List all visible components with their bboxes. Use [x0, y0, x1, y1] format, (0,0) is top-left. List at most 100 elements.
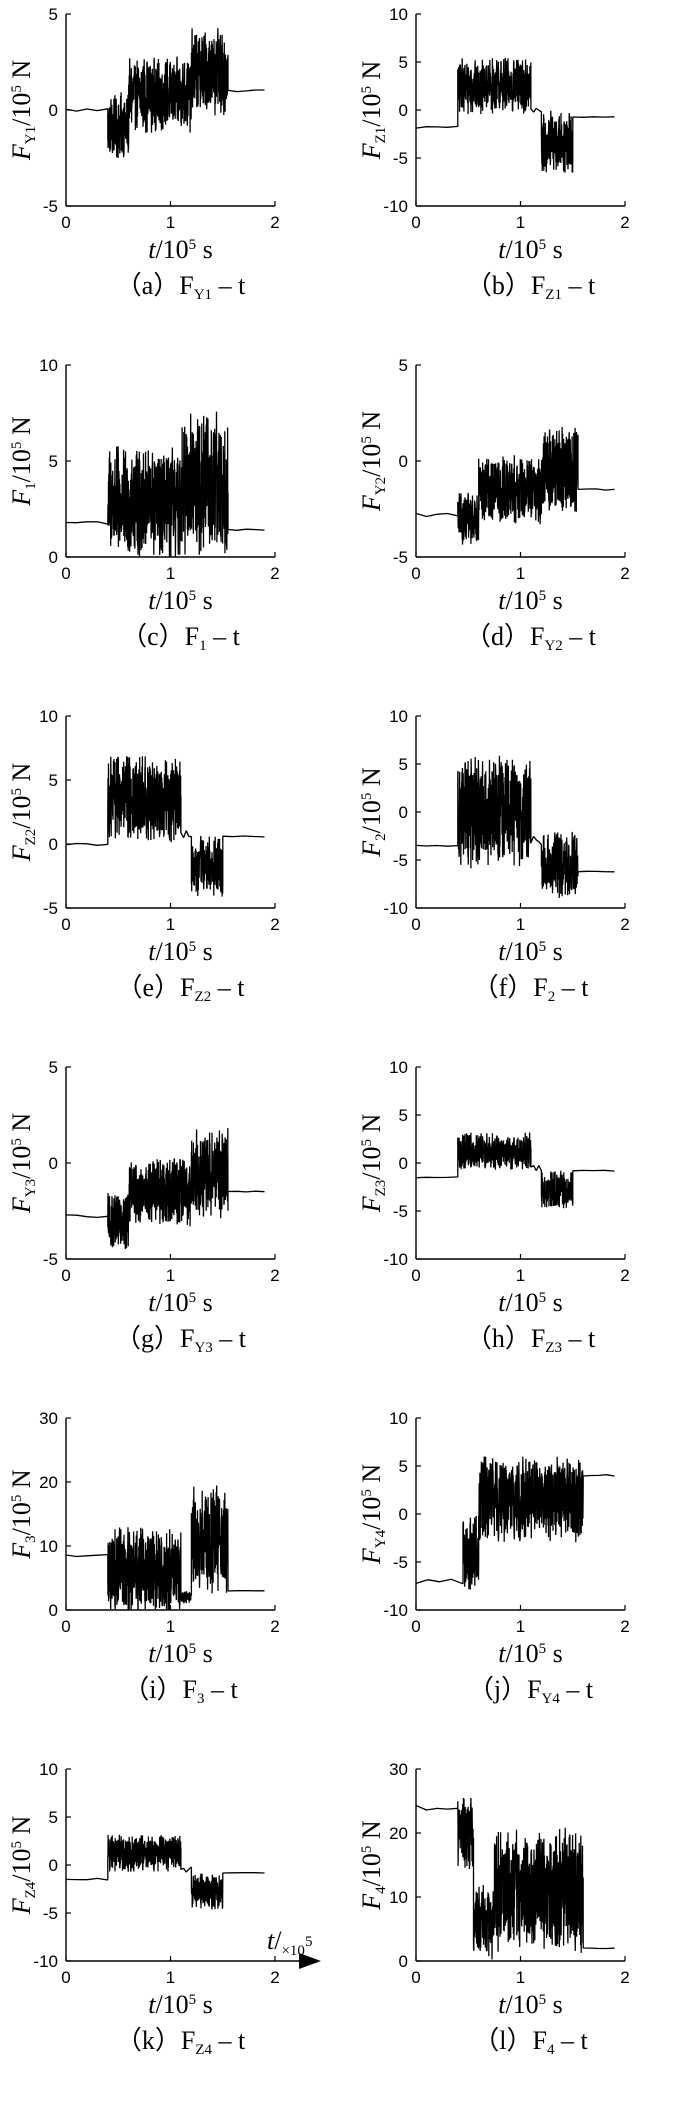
y-tick-label: 10	[389, 1409, 408, 1428]
chart-svg-f: -10 -5 0 5 10 0 1 2 F2/105 N t/105 s （f）F2 – t	[357, 707, 630, 1005]
y-tick-label: 0	[399, 803, 408, 822]
x-axis-label: t/105 s	[148, 1990, 213, 2019]
x-tick-label: 1	[166, 213, 175, 232]
y-tick-label: 30	[39, 1409, 58, 1428]
y-tick-label: 10	[389, 707, 408, 726]
signal-trace-f	[415, 755, 615, 898]
x-tick-label: 0	[61, 1968, 70, 1987]
y-tick-label: -10	[383, 1601, 408, 1620]
panel-caption: （g）FY3 – t	[115, 1324, 247, 1356]
x-tick-label: 1	[166, 1968, 175, 1987]
y-tick-label: 30	[389, 1760, 408, 1779]
y-tick-label: 5	[399, 53, 408, 72]
signal-trace-d	[415, 426, 615, 545]
x-tick-label: 2	[270, 213, 279, 232]
panel-caption: （i）F3 – t	[123, 1675, 238, 1707]
y-tick-label: 5	[49, 771, 58, 790]
y-tick-label: -10	[383, 899, 408, 918]
y-axis-label: F4/105 N	[357, 1820, 389, 1911]
y-axis-label: FY3/105 N	[7, 1113, 39, 1214]
y-axis-label: FY4/105 N	[357, 1464, 389, 1565]
y-tick-label: 0	[399, 1952, 408, 1971]
y-tick-label: 5	[49, 1058, 58, 1077]
x-tick-label: 2	[270, 915, 279, 934]
x-tick-label: 1	[166, 1617, 175, 1636]
y-tick-label: 0	[49, 1154, 58, 1173]
x-tick-label: 2	[620, 1266, 629, 1285]
y-tick-label: -5	[43, 899, 58, 918]
x-tick-label: 2	[270, 1617, 279, 1636]
x-axis-label: t/105 s	[498, 586, 563, 615]
x-axis-label: t/105 s	[148, 586, 213, 615]
x-tick-label: 0	[411, 1968, 420, 1987]
y-tick-label: 10	[389, 1058, 408, 1077]
x-tick-label: 2	[620, 213, 629, 232]
y-axis-label: FZ2/105 N	[7, 762, 39, 862]
chart-svg-b: -10 -5 0 5 10 0 1 2 FZ1/105 N t/105 s （b）FZ1 – t	[357, 5, 630, 303]
chart-panel-i: 0 10 20 30 0 1 2 F3/105 N t/105 s （i）F3 – t	[0, 1404, 350, 1755]
x-tick-label: 0	[61, 915, 70, 934]
x-tick-label: 1	[166, 915, 175, 934]
x-tick-label: 1	[516, 564, 525, 583]
x-tick-label: 0	[411, 915, 420, 934]
signal-trace-h	[415, 1132, 615, 1209]
y-tick-label: 10	[389, 1888, 408, 1907]
y-axis-label: FZ3/105 N	[357, 1113, 389, 1213]
y-tick-label: -5	[43, 1904, 58, 1923]
panel-caption: （k）FZ4 – t	[116, 2026, 246, 2058]
y-tick-label: 20	[389, 1824, 408, 1843]
y-tick-label: 5	[399, 755, 408, 774]
chart-panel-h: -10 -5 0 5 10 0 1 2 FZ3/105 N t/105 s （h）FZ3 – t	[350, 1053, 700, 1404]
x-tick-label: 0	[411, 1617, 420, 1636]
y-tick-label: -5	[393, 1553, 408, 1572]
x-tick-label: 0	[411, 213, 420, 232]
y-tick-label: -5	[393, 1202, 408, 1221]
y-tick-label: 0	[49, 548, 58, 567]
panel-caption: （d）FY2 – t	[465, 622, 597, 654]
x-axis-label: t/105 s	[498, 937, 563, 966]
x-tick-label: 2	[620, 1617, 629, 1636]
y-tick-label: 0	[49, 1856, 58, 1875]
x-tick-label: 2	[620, 915, 629, 934]
signal-trace-c	[65, 411, 265, 558]
y-tick-label: -5	[393, 548, 408, 567]
chart-panel-c: 0 5 10 0 1 2 F1/105 N t/105 s （c）F1 – t	[0, 351, 350, 702]
y-tick-label: 0	[399, 101, 408, 120]
panel-caption: （b）FZ1 – t	[466, 271, 596, 303]
x-axis-label: t/105 s	[498, 1288, 563, 1317]
panel-caption: （c）F1 – t	[121, 622, 241, 654]
panel-caption: （j）FY4 – t	[468, 1675, 594, 1707]
y-tick-label: 5	[399, 1106, 408, 1125]
signal-trace-e	[65, 756, 265, 897]
y-axis-label: F2/105 N	[357, 767, 389, 858]
axis-annotation: t/×105	[267, 1926, 312, 1959]
y-axis-label: FY1/105 N	[7, 60, 39, 161]
x-tick-label: 0	[411, 564, 420, 583]
chart-svg-k: -10 -5 0 5 10 0 1 2 FZ4/105 N t/105 s （k）FZ4 – t t/…	[7, 1760, 321, 2058]
chart-svg-h: -10 -5 0 5 10 0 1 2 FZ3/105 N t/105 s （h）FZ3 – t	[357, 1058, 630, 1356]
y-tick-label: 10	[39, 707, 58, 726]
chart-panel-b: -10 -5 0 5 10 0 1 2 FZ1/105 N t/105 s （b）FZ1 – t	[350, 0, 700, 351]
x-axis-label: t/105 s	[498, 1639, 563, 1668]
x-tick-label: 0	[61, 1266, 70, 1285]
y-tick-label: 5	[49, 1808, 58, 1827]
x-tick-label: 1	[516, 213, 525, 232]
y-tick-label: 10	[39, 356, 58, 375]
x-axis-label: t/105 s	[148, 1639, 213, 1668]
y-axis-label: F1/105 N	[7, 416, 39, 507]
panel-caption: （a）FY1 – t	[116, 271, 246, 303]
x-axis-label: t/105 s	[148, 235, 213, 264]
chart-panel-f: -10 -5 0 5 10 0 1 2 F2/105 N t/105 s （f）F2 – t	[350, 702, 700, 1053]
panel-caption: （e）FZ2 – t	[117, 973, 246, 1005]
panel-caption: （l）F4 – t	[473, 2026, 588, 2058]
y-tick-label: 5	[399, 1457, 408, 1476]
y-axis-label: FY2/105 N	[357, 411, 389, 512]
